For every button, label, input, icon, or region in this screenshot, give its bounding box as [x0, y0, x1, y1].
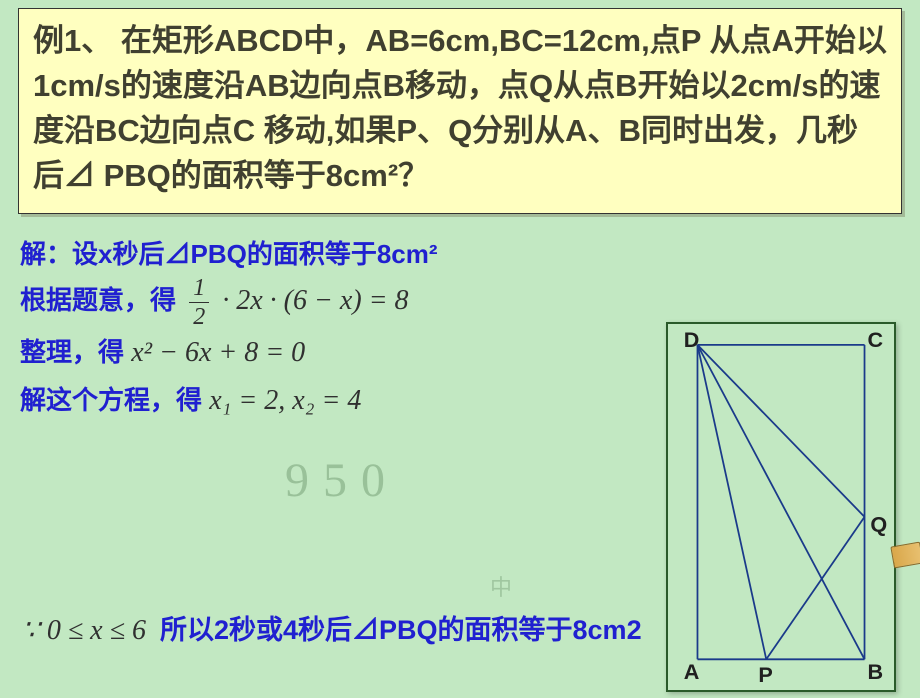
- solution-block: 解：设x秒后⊿PBQ的面积等于8cm² 根据题意，得 1 2 · 2x · (6…: [20, 232, 640, 424]
- conclusion-text: 所以2秒或4秒后⊿PBQ的面积等于8cm2: [160, 613, 642, 648]
- solution-line-1: 解：设x秒后⊿PBQ的面积等于8cm²: [20, 232, 640, 276]
- svg-text:Q: Q: [870, 512, 887, 537]
- svg-text:D: D: [684, 327, 700, 352]
- problem-statement: 例1、 在矩形ABCD中，AB=6cm,BC=12cm,点P 从点A开始以1cm…: [18, 8, 902, 214]
- problem-text: 在矩形ABCD中，AB=6cm,BC=12cm,点P 从点A开始以1cm/s的速…: [33, 23, 887, 193]
- ruler-icon: [890, 542, 920, 569]
- solution-line-2: 根据题意，得 1 2 · 2x · (6 − x) = 8: [20, 276, 640, 329]
- conclusion-block: ∵ 0 ≤ x ≤ 6 所以2秒或4秒后⊿PBQ的面积等于8cm2: [22, 613, 652, 648]
- svg-text:B: B: [867, 659, 883, 684]
- range-math: ∵ 0 ≤ x ≤ 6: [22, 613, 146, 647]
- solution-line-3: 整理，得 x² − 6x + 8 = 0: [20, 329, 640, 377]
- svg-text:P: P: [758, 662, 772, 687]
- svg-text:A: A: [684, 659, 700, 684]
- solution-line-4: 解这个方程，得 x₁ = 2, x₂ = 4: [20, 377, 640, 425]
- geometry-diagram: A B C D P Q: [666, 322, 896, 692]
- watermark-seal: 中: [490, 570, 512, 602]
- example-label: 例1、: [33, 23, 112, 58]
- watermark-year: 950: [285, 453, 399, 508]
- svg-text:C: C: [867, 327, 883, 352]
